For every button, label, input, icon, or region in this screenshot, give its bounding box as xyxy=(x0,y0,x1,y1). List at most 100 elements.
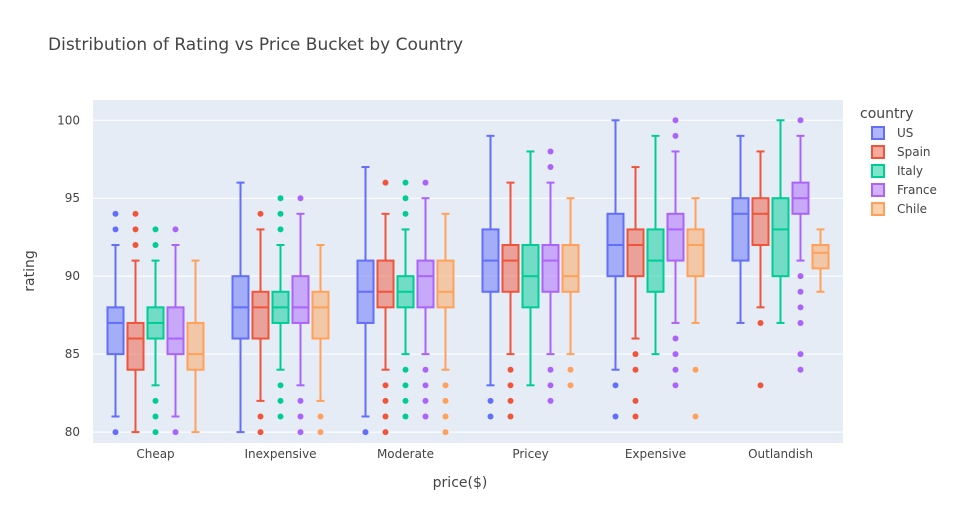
outlier-point xyxy=(402,397,409,404)
box-iqr xyxy=(436,259,455,309)
y-tick-label: 85 xyxy=(65,347,80,361)
outlier-point xyxy=(152,429,159,436)
outlier-point xyxy=(442,382,449,389)
outlier-point xyxy=(422,366,429,373)
y-tick-label: 100 xyxy=(57,113,80,127)
box-us-pricey xyxy=(481,134,500,420)
outlier-point xyxy=(797,288,804,295)
box-iqr xyxy=(731,197,750,262)
box-us-inexpensive xyxy=(231,181,250,434)
box-iqr xyxy=(771,197,790,278)
boxes-layer xyxy=(106,117,830,436)
outlier-point xyxy=(487,397,494,404)
outlier-point xyxy=(507,413,514,420)
outlier-point xyxy=(152,241,159,248)
series-france xyxy=(166,117,810,436)
outlier-point xyxy=(487,413,494,420)
outlier-point xyxy=(507,382,514,389)
outlier-point xyxy=(132,210,139,217)
outlier-point xyxy=(547,164,554,171)
legend-swatch xyxy=(871,183,885,197)
box-chile-cheap xyxy=(186,259,205,434)
box-iqr xyxy=(541,243,560,293)
outlier-point xyxy=(362,429,369,436)
outlier-point xyxy=(547,148,554,155)
outlier-point xyxy=(257,210,264,217)
legend-label: France xyxy=(897,183,937,197)
outlier-point xyxy=(567,366,574,373)
outlier-point xyxy=(402,382,409,389)
outlier-point xyxy=(297,397,304,404)
box-spain-expensive xyxy=(626,166,645,420)
outlier-point xyxy=(422,382,429,389)
outlier-point xyxy=(797,366,804,373)
y-axis-title: rating xyxy=(22,250,38,291)
outlier-point xyxy=(277,413,284,420)
outlier-point xyxy=(672,132,679,139)
x-axis-ticks: Cheap Inexpensive Moderate Pricey Expensive O… xyxy=(136,447,813,461)
box-italy-outlandish xyxy=(771,119,790,324)
outlier-point xyxy=(317,413,324,420)
box-italy-pricey xyxy=(521,150,540,387)
outlier-point xyxy=(402,413,409,420)
outlier-point xyxy=(257,413,264,420)
outlier-point xyxy=(402,195,409,202)
outlier-point xyxy=(422,179,429,186)
box-iqr xyxy=(126,321,145,371)
box-iqr xyxy=(106,306,125,356)
box-spain-pricey xyxy=(501,181,520,420)
outlier-point xyxy=(382,179,389,186)
outlier-point xyxy=(757,319,764,326)
outlier-point xyxy=(757,382,764,389)
outlier-point xyxy=(297,413,304,420)
box-iqr xyxy=(811,243,830,270)
outlier-point xyxy=(402,366,409,373)
outlier-point xyxy=(172,226,179,233)
outlier-point xyxy=(632,351,639,358)
box-iqr xyxy=(251,290,270,340)
box-france-outlandish xyxy=(791,117,810,373)
series-spain xyxy=(126,150,770,436)
box-iqr xyxy=(291,275,310,324)
outlier-point xyxy=(112,210,119,217)
outlier-point xyxy=(547,397,554,404)
outlier-point xyxy=(422,413,429,420)
outlier-point xyxy=(112,226,119,233)
box-iqr xyxy=(501,243,520,293)
outlier-point xyxy=(797,319,804,326)
box-us-moderate xyxy=(356,166,375,436)
legend-swatch xyxy=(871,202,885,216)
outlier-point xyxy=(297,195,304,202)
legend-swatch xyxy=(871,164,885,178)
outlier-point xyxy=(277,397,284,404)
outlier-point xyxy=(382,413,389,420)
outlier-point xyxy=(507,397,514,404)
legend-label: US xyxy=(897,126,913,140)
series-us xyxy=(106,119,750,436)
box-iqr xyxy=(186,321,205,371)
outlier-point xyxy=(382,397,389,404)
x-tick-label: Pricey xyxy=(512,447,548,461)
outlier-point xyxy=(442,413,449,420)
box-italy-moderate xyxy=(396,179,415,420)
outlier-point xyxy=(567,382,574,389)
outlier-point xyxy=(257,429,264,436)
outlier-point xyxy=(632,366,639,373)
box-us-cheap xyxy=(106,210,125,436)
box-iqr xyxy=(561,243,580,293)
box-iqr xyxy=(751,197,770,246)
box-iqr xyxy=(626,228,645,278)
legend-swatch xyxy=(871,126,885,140)
outlier-point xyxy=(112,429,119,436)
outlier-point xyxy=(277,210,284,217)
outlier-point xyxy=(172,429,179,436)
legend-label: Italy xyxy=(897,164,923,178)
box-spain-outlandish xyxy=(751,150,770,389)
y-tick-label: 80 xyxy=(65,425,80,439)
outlier-point xyxy=(297,429,304,436)
outlier-point xyxy=(402,179,409,186)
outlier-point xyxy=(547,382,554,389)
outlier-point xyxy=(402,210,409,217)
box-chile-pricey xyxy=(561,197,580,389)
outlier-point xyxy=(612,382,619,389)
